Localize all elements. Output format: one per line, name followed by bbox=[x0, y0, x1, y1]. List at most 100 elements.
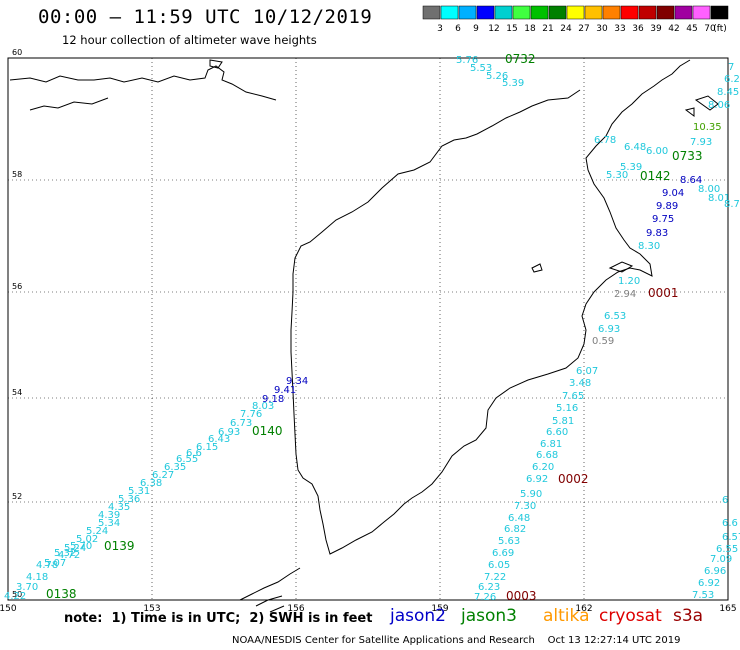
chart-subtitle: 12 hour collection of altimeter wave hei… bbox=[62, 33, 317, 47]
wave-height-label: 1.20 bbox=[618, 276, 640, 287]
wave-height-label: 6.48 bbox=[508, 513, 530, 524]
wave-height-label: 7.22 bbox=[484, 572, 506, 583]
chart-title: 00:00 – 11:59 UTC 10/12/2019 bbox=[38, 6, 373, 28]
pass-id-label: 0003 bbox=[506, 589, 537, 603]
wave-height-label: 8.06 bbox=[708, 100, 730, 111]
scale-label: (ft) bbox=[713, 24, 727, 34]
pass-id-label: 0138 bbox=[46, 587, 77, 601]
scale-label: 3 bbox=[437, 24, 443, 34]
lat-tick-label: 60 bbox=[12, 48, 22, 57]
island-2 bbox=[608, 261, 634, 273]
wave-height-label: 8.45 bbox=[717, 87, 739, 98]
wave-height-label: 6 bbox=[722, 495, 728, 506]
wave-height-label: 6.68 bbox=[536, 450, 558, 461]
lon-tick-label: 153 bbox=[143, 604, 160, 614]
wave-height-label: 5.39 bbox=[502, 78, 524, 89]
wave-height-label: 6.82 bbox=[504, 524, 526, 535]
wave-height-label: 4.22 bbox=[4, 591, 26, 602]
scale-label: 36 bbox=[632, 24, 644, 34]
wave-height-label: 6.93 bbox=[598, 324, 620, 335]
lon-tick-label: 150 bbox=[0, 604, 17, 614]
footer-note: note: 1) Time is in UTC; 2) SWH is in fe… bbox=[64, 611, 373, 626]
wave-height-label: 6.6 bbox=[186, 448, 202, 459]
wave-height-label: 6.73 bbox=[230, 418, 252, 429]
wave-height-label: 9.41 bbox=[274, 385, 296, 396]
wave-height-label: 5.53 bbox=[470, 63, 492, 74]
scale-swatch bbox=[566, 5, 585, 20]
wave-height-label: 6.55 bbox=[716, 544, 738, 555]
wave-height-label: 6.55 bbox=[176, 454, 198, 465]
wave-height-label: 6.35 bbox=[164, 462, 186, 473]
lat-tick-label: 56 bbox=[12, 282, 22, 291]
wave-height-label: 8.64 bbox=[680, 175, 702, 186]
wave-height-label: 6.27 bbox=[152, 470, 174, 481]
wave-height-label: 6.60 bbox=[546, 427, 568, 438]
satellite-cryosat: cryosat bbox=[599, 606, 662, 626]
wave-height-label: 5.90 bbox=[520, 489, 542, 500]
wave-height-label: 4.72 bbox=[58, 550, 80, 561]
wave-height-label: 3.70 bbox=[16, 582, 38, 593]
lon-tick-label: 156 bbox=[287, 604, 304, 614]
wave-height-label: 5.81 bbox=[552, 416, 574, 427]
pass-id-label: 0140 bbox=[252, 424, 283, 438]
scale-swatch bbox=[458, 5, 477, 20]
wave-height-label: 5.32 bbox=[54, 548, 76, 559]
wave-height-label: 7 bbox=[728, 62, 734, 73]
wave-height-label: 5.76 bbox=[456, 55, 478, 66]
scale-label: 70 bbox=[704, 24, 716, 34]
wave-height-label: 9.18 bbox=[262, 394, 284, 405]
wave-height-label: 6.38 bbox=[140, 478, 162, 489]
scale-label: 12 bbox=[488, 24, 499, 34]
wave-height-label: 5.24 bbox=[86, 526, 108, 537]
wave-height-label: 7.65 bbox=[562, 391, 584, 402]
scale-swatch bbox=[494, 5, 513, 20]
scale-label: 9 bbox=[473, 24, 479, 34]
wave-height-label: 6.6 bbox=[722, 518, 738, 529]
wave-height-label: 6.05 bbox=[488, 560, 510, 571]
wave-height-label: 8.03 bbox=[252, 401, 274, 412]
wave-height-label: 5.30 bbox=[606, 170, 628, 181]
wave-height-label: 9.75 bbox=[652, 214, 674, 225]
wave-height-label: 7.09 bbox=[710, 554, 732, 565]
wave-height-label: 7.76 bbox=[240, 409, 262, 420]
wave-height-label: 9.04 bbox=[662, 188, 684, 199]
scale-label: 21 bbox=[542, 24, 553, 34]
pass-id-label: 0139 bbox=[104, 539, 135, 553]
wave-height-label: 6.92 bbox=[526, 474, 548, 485]
kamchatka-coast bbox=[290, 59, 691, 555]
wave-height-label: 5.36 bbox=[118, 494, 140, 505]
color-scale-legend: 3 6 9 12 15 18 21 24 27 30 33 36 39 42 45 70(ft) bbox=[422, 5, 729, 34]
scale-label: 45 bbox=[686, 24, 697, 34]
satellite-s3a: s3a bbox=[673, 606, 704, 626]
wave-height-label: 8.00 bbox=[698, 184, 720, 195]
scale-swatch bbox=[692, 5, 711, 20]
wave-height-label: 6.53 bbox=[604, 311, 626, 322]
scale-swatch bbox=[476, 5, 495, 20]
wave-height-label: 6.00 bbox=[646, 146, 668, 157]
wave-height-label: 5.34 bbox=[98, 518, 120, 529]
wave-height-label: 5.07 bbox=[44, 558, 66, 569]
wave-height-label: 6.20 bbox=[532, 462, 554, 473]
wave-height-label: 6.48 bbox=[624, 142, 646, 153]
scale-swatch bbox=[548, 5, 567, 20]
wave-height-label: 8.01 bbox=[708, 193, 730, 204]
wave-height-label: 5.70 bbox=[70, 541, 92, 552]
kuril-islands bbox=[239, 567, 301, 613]
scale-swatch bbox=[656, 5, 675, 20]
scale-swatch bbox=[530, 5, 549, 20]
scale-label: 39 bbox=[650, 24, 662, 34]
lat-tick-label: 58 bbox=[12, 170, 22, 179]
wave-height-label: 6.69 bbox=[492, 548, 514, 559]
wave-height-label: 8.7 bbox=[724, 199, 740, 210]
pass-id-label: 0001 bbox=[648, 286, 679, 300]
lat-lon-grid: 150 153 156 159 162 165 50 52 54 56 58 60 bbox=[0, 48, 737, 614]
scale-label: 24 bbox=[560, 24, 572, 34]
wave-height-label: 4.18 bbox=[26, 572, 48, 583]
scale-swatch bbox=[602, 5, 621, 20]
wave-height-label: 9.83 bbox=[646, 228, 668, 239]
wave-height-label: 7.30 bbox=[514, 501, 536, 512]
scale-label: 18 bbox=[524, 24, 536, 34]
lat-tick-label: 52 bbox=[12, 492, 22, 501]
wave-height-label: 6.23 bbox=[478, 582, 500, 593]
northwest-coast bbox=[9, 65, 277, 101]
